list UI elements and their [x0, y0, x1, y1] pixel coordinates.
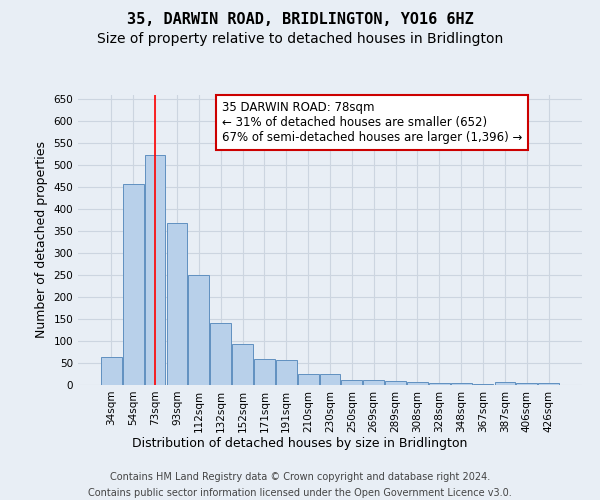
Bar	[101, 358, 122, 385]
Bar	[232, 344, 253, 385]
Bar	[407, 382, 428, 385]
Bar	[385, 382, 406, 385]
Bar	[320, 374, 340, 385]
Text: Distribution of detached houses by size in Bridlington: Distribution of detached houses by size …	[133, 438, 467, 450]
Bar	[276, 360, 296, 385]
Bar	[538, 383, 559, 385]
Text: 35, DARWIN ROAD, BRIDLINGTON, YO16 6HZ: 35, DARWIN ROAD, BRIDLINGTON, YO16 6HZ	[127, 12, 473, 28]
Bar	[429, 383, 450, 385]
Bar	[188, 275, 209, 385]
Bar	[517, 383, 537, 385]
Bar	[254, 358, 275, 385]
Text: Contains HM Land Registry data © Crown copyright and database right 2024.: Contains HM Land Registry data © Crown c…	[110, 472, 490, 482]
Bar	[341, 380, 362, 385]
Bar	[123, 184, 143, 385]
Text: 35 DARWIN ROAD: 78sqm
← 31% of detached houses are smaller (652)
67% of semi-det: 35 DARWIN ROAD: 78sqm ← 31% of detached …	[221, 101, 522, 144]
Bar	[451, 383, 472, 385]
Bar	[494, 382, 515, 385]
Bar	[145, 155, 166, 385]
Bar	[210, 324, 231, 385]
Text: Size of property relative to detached houses in Bridlington: Size of property relative to detached ho…	[97, 32, 503, 46]
Bar	[298, 374, 319, 385]
Bar	[473, 384, 493, 385]
Bar	[167, 224, 187, 385]
Bar	[364, 380, 384, 385]
Text: Contains public sector information licensed under the Open Government Licence v3: Contains public sector information licen…	[88, 488, 512, 498]
Y-axis label: Number of detached properties: Number of detached properties	[35, 142, 48, 338]
